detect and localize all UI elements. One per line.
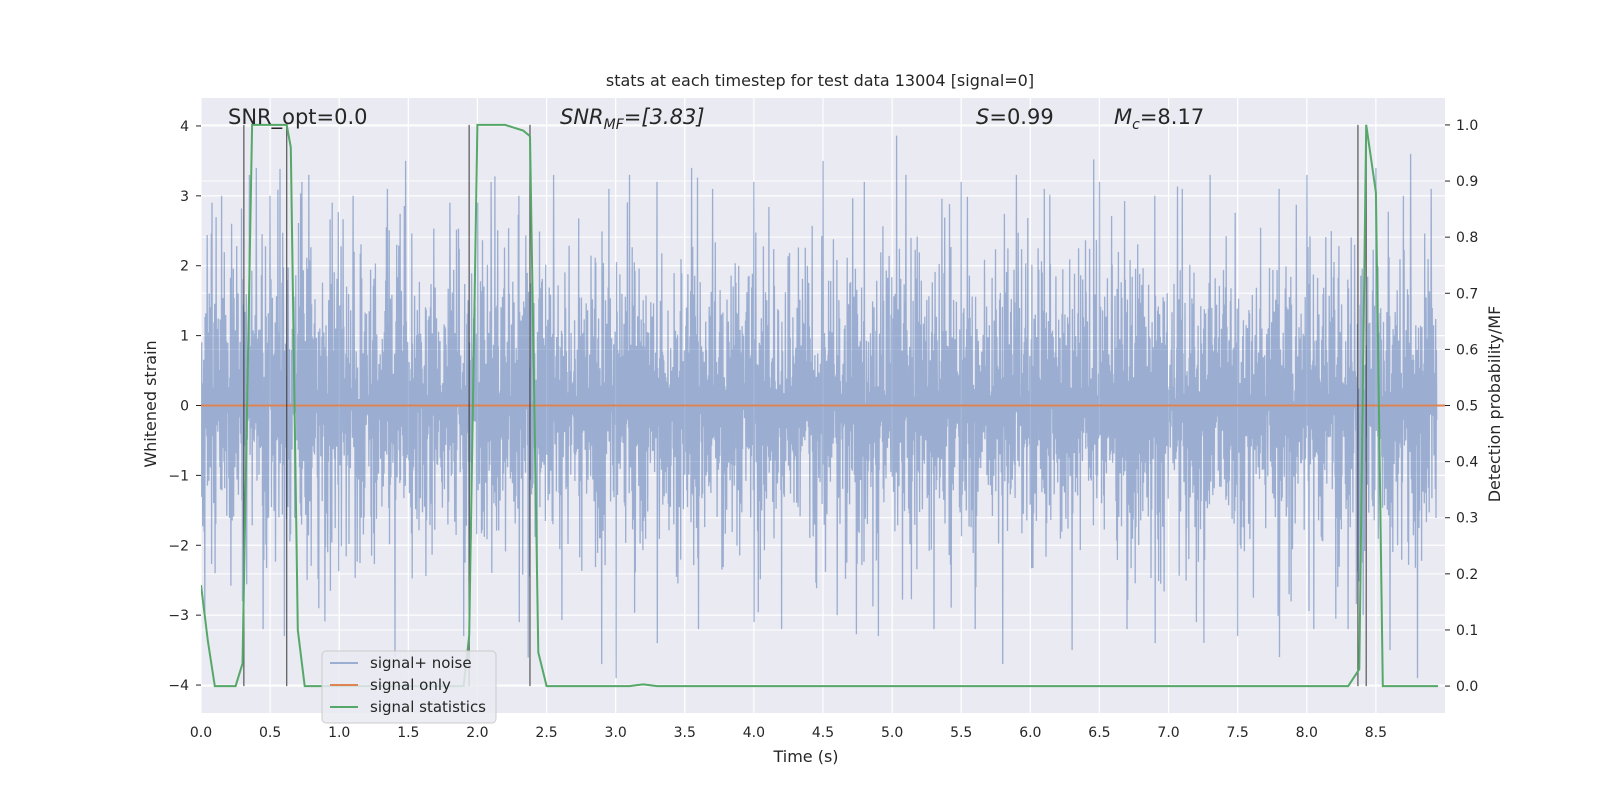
y-right-tick-label: 0.9 [1456, 174, 1478, 190]
signal-noise-line [201, 135, 1438, 679]
annotation-mc-sub: c [1132, 117, 1140, 133]
x-tick-label: 0.0 [190, 725, 212, 741]
y-tick-label: 0 [180, 399, 189, 415]
y-tick-label: 1 [180, 329, 189, 345]
series-signal-noise [201, 135, 1438, 679]
annotation-s-main: S [976, 105, 989, 129]
annotation-mc: Mc=8.17 [1114, 105, 1204, 133]
x-tick-label: 2.0 [466, 725, 488, 741]
x-tick-label: 1.5 [397, 725, 419, 741]
x-tick-label: 4.5 [812, 725, 834, 741]
x-tick-label: 6.5 [1088, 725, 1110, 741]
x-tick-label: 2.5 [535, 725, 557, 741]
series-signal-statistics [201, 123, 1439, 688]
y-right-tick-label: 0.4 [1456, 455, 1478, 471]
x-tick-label: 7.0 [1157, 725, 1179, 741]
y-right-tick-label: 0.2 [1456, 567, 1478, 583]
x-tick-label: 7.5 [1227, 725, 1249, 741]
x-tick-label: 0.5 [259, 725, 281, 741]
y-axis-right-label: Detection probability/MF [1485, 306, 1504, 503]
annotation-snr-mf-value: =[3.83] [624, 105, 705, 129]
y-tick-label: −1 [168, 468, 189, 484]
x-tick-label: 8.0 [1296, 725, 1318, 741]
x-tick-label: 4.0 [743, 725, 765, 741]
y-right-tick-label: 0.3 [1456, 511, 1478, 527]
annotation-s: S=0.99 [976, 105, 1054, 129]
y-tick-label: 3 [180, 189, 189, 205]
signal-statistics-line [201, 123, 1439, 688]
x-tick-label: 1.0 [328, 725, 350, 741]
chart-title: stats at each timestep for test data 130… [606, 71, 1034, 90]
annotation-snr-mf-main: SNR [560, 105, 604, 129]
y-tick-label: −3 [168, 608, 189, 624]
x-tick-label: 5.5 [950, 725, 972, 741]
x-tick-label: 3.5 [674, 725, 696, 741]
y-right-tick-label: 1.0 [1456, 118, 1478, 134]
y-right-tick-label: 0.7 [1456, 286, 1478, 302]
y-tick-label: 2 [180, 259, 189, 275]
y-right-tick-label: 0.1 [1456, 623, 1478, 639]
y-right-tick-label: 0.0 [1456, 679, 1478, 695]
legend-box [321, 650, 497, 724]
y-axis-label: Whitened strain [141, 340, 160, 467]
y-right-tick-label: 0.8 [1456, 230, 1478, 246]
ticks: 0.0 0.5 1.0 1.5 2.0 2.5 3.0 3.5 4.0 4.5 5.0 5.5 6.0 6… [168, 118, 1478, 741]
x-axis-label: Time (s) [772, 747, 838, 766]
x-tick-label: 3.0 [605, 725, 627, 741]
x-tick-label: 5.0 [881, 725, 903, 741]
annotation-mc-main: M [1114, 105, 1132, 129]
y-right-tick-label: 0.6 [1456, 342, 1478, 358]
annotation-s-value: =0.99 [989, 105, 1053, 129]
legend-label-signal-statistics: signal statistics [370, 698, 486, 716]
y-right-tick-label: 0.5 [1456, 399, 1478, 415]
legend-label-signal-noise: signal+ noise [370, 654, 472, 672]
annotation-mc-value: =8.17 [1140, 105, 1204, 129]
y-tick-label: 4 [180, 119, 189, 135]
x-tick-label: 8.5 [1365, 725, 1387, 741]
annotation-snr-mf-sub: MF [604, 117, 625, 133]
legend-label-signal-only: signal only [370, 676, 451, 694]
y-tick-label: −4 [168, 678, 189, 694]
annotation-snr-opt: SNR_opt=0.0 [228, 105, 368, 130]
x-tick-label: 6.0 [1019, 725, 1041, 741]
legend: signal+ noise signal only signal statist… [321, 650, 497, 724]
y-tick-label: −2 [168, 538, 189, 554]
annotation-snr-mf: SNRMF=[3.83] [560, 105, 705, 133]
